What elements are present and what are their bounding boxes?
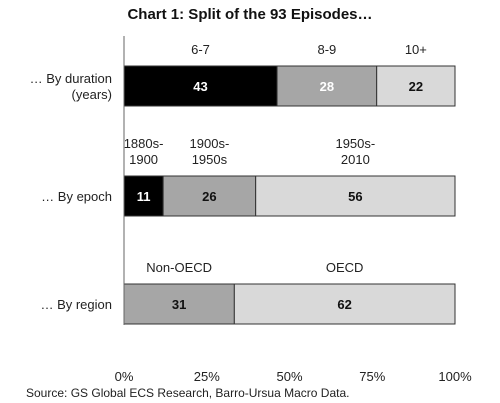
chart-title: Chart 1: Split of the 93 Episodes… <box>127 6 372 23</box>
x-tick-label: 0% <box>115 369 134 384</box>
segment-name: Non-OECD <box>146 260 212 275</box>
segment-name: 1900s-1950s <box>190 136 230 167</box>
data-label: 28 <box>320 79 334 94</box>
bar-segment <box>162 175 257 217</box>
chart-source: Source: GS Global ECS Research, Barro-Ur… <box>26 386 349 400</box>
segment-name: 1950s-2010 <box>335 136 375 167</box>
data-label: 56 <box>348 189 362 204</box>
bar-segment <box>123 283 235 325</box>
x-tick-label: 25% <box>194 369 220 384</box>
data-label: 31 <box>172 297 186 312</box>
data-label: 22 <box>409 79 423 94</box>
bar-segment <box>255 175 456 217</box>
segment-name: 10+ <box>405 42 427 57</box>
row-label: … By region <box>40 297 112 312</box>
data-label: 62 <box>337 297 351 312</box>
data-label: 26 <box>202 189 216 204</box>
bar-segment <box>276 65 378 107</box>
x-tick-label: 75% <box>359 369 385 384</box>
x-tick-label: 50% <box>276 369 302 384</box>
bar-segment <box>233 283 456 325</box>
bar-segment <box>123 65 278 107</box>
bar-segment <box>376 65 456 107</box>
segment-name: 1880s-1900 <box>124 136 164 167</box>
segment-name: OECD <box>326 260 364 275</box>
segment-name: 8-9 <box>317 42 336 57</box>
row-label: … By epoch <box>41 189 112 204</box>
data-label: 11 <box>137 189 151 204</box>
segment-name: 6-7 <box>191 42 210 57</box>
x-tick-label: 100% <box>438 369 472 384</box>
row-label: … By duration (years) <box>30 71 112 102</box>
data-label: 43 <box>193 79 207 94</box>
plot-area: … By duration (years) 43 6-7 28 8-9 22 10+ … By … <box>30 36 472 384</box>
